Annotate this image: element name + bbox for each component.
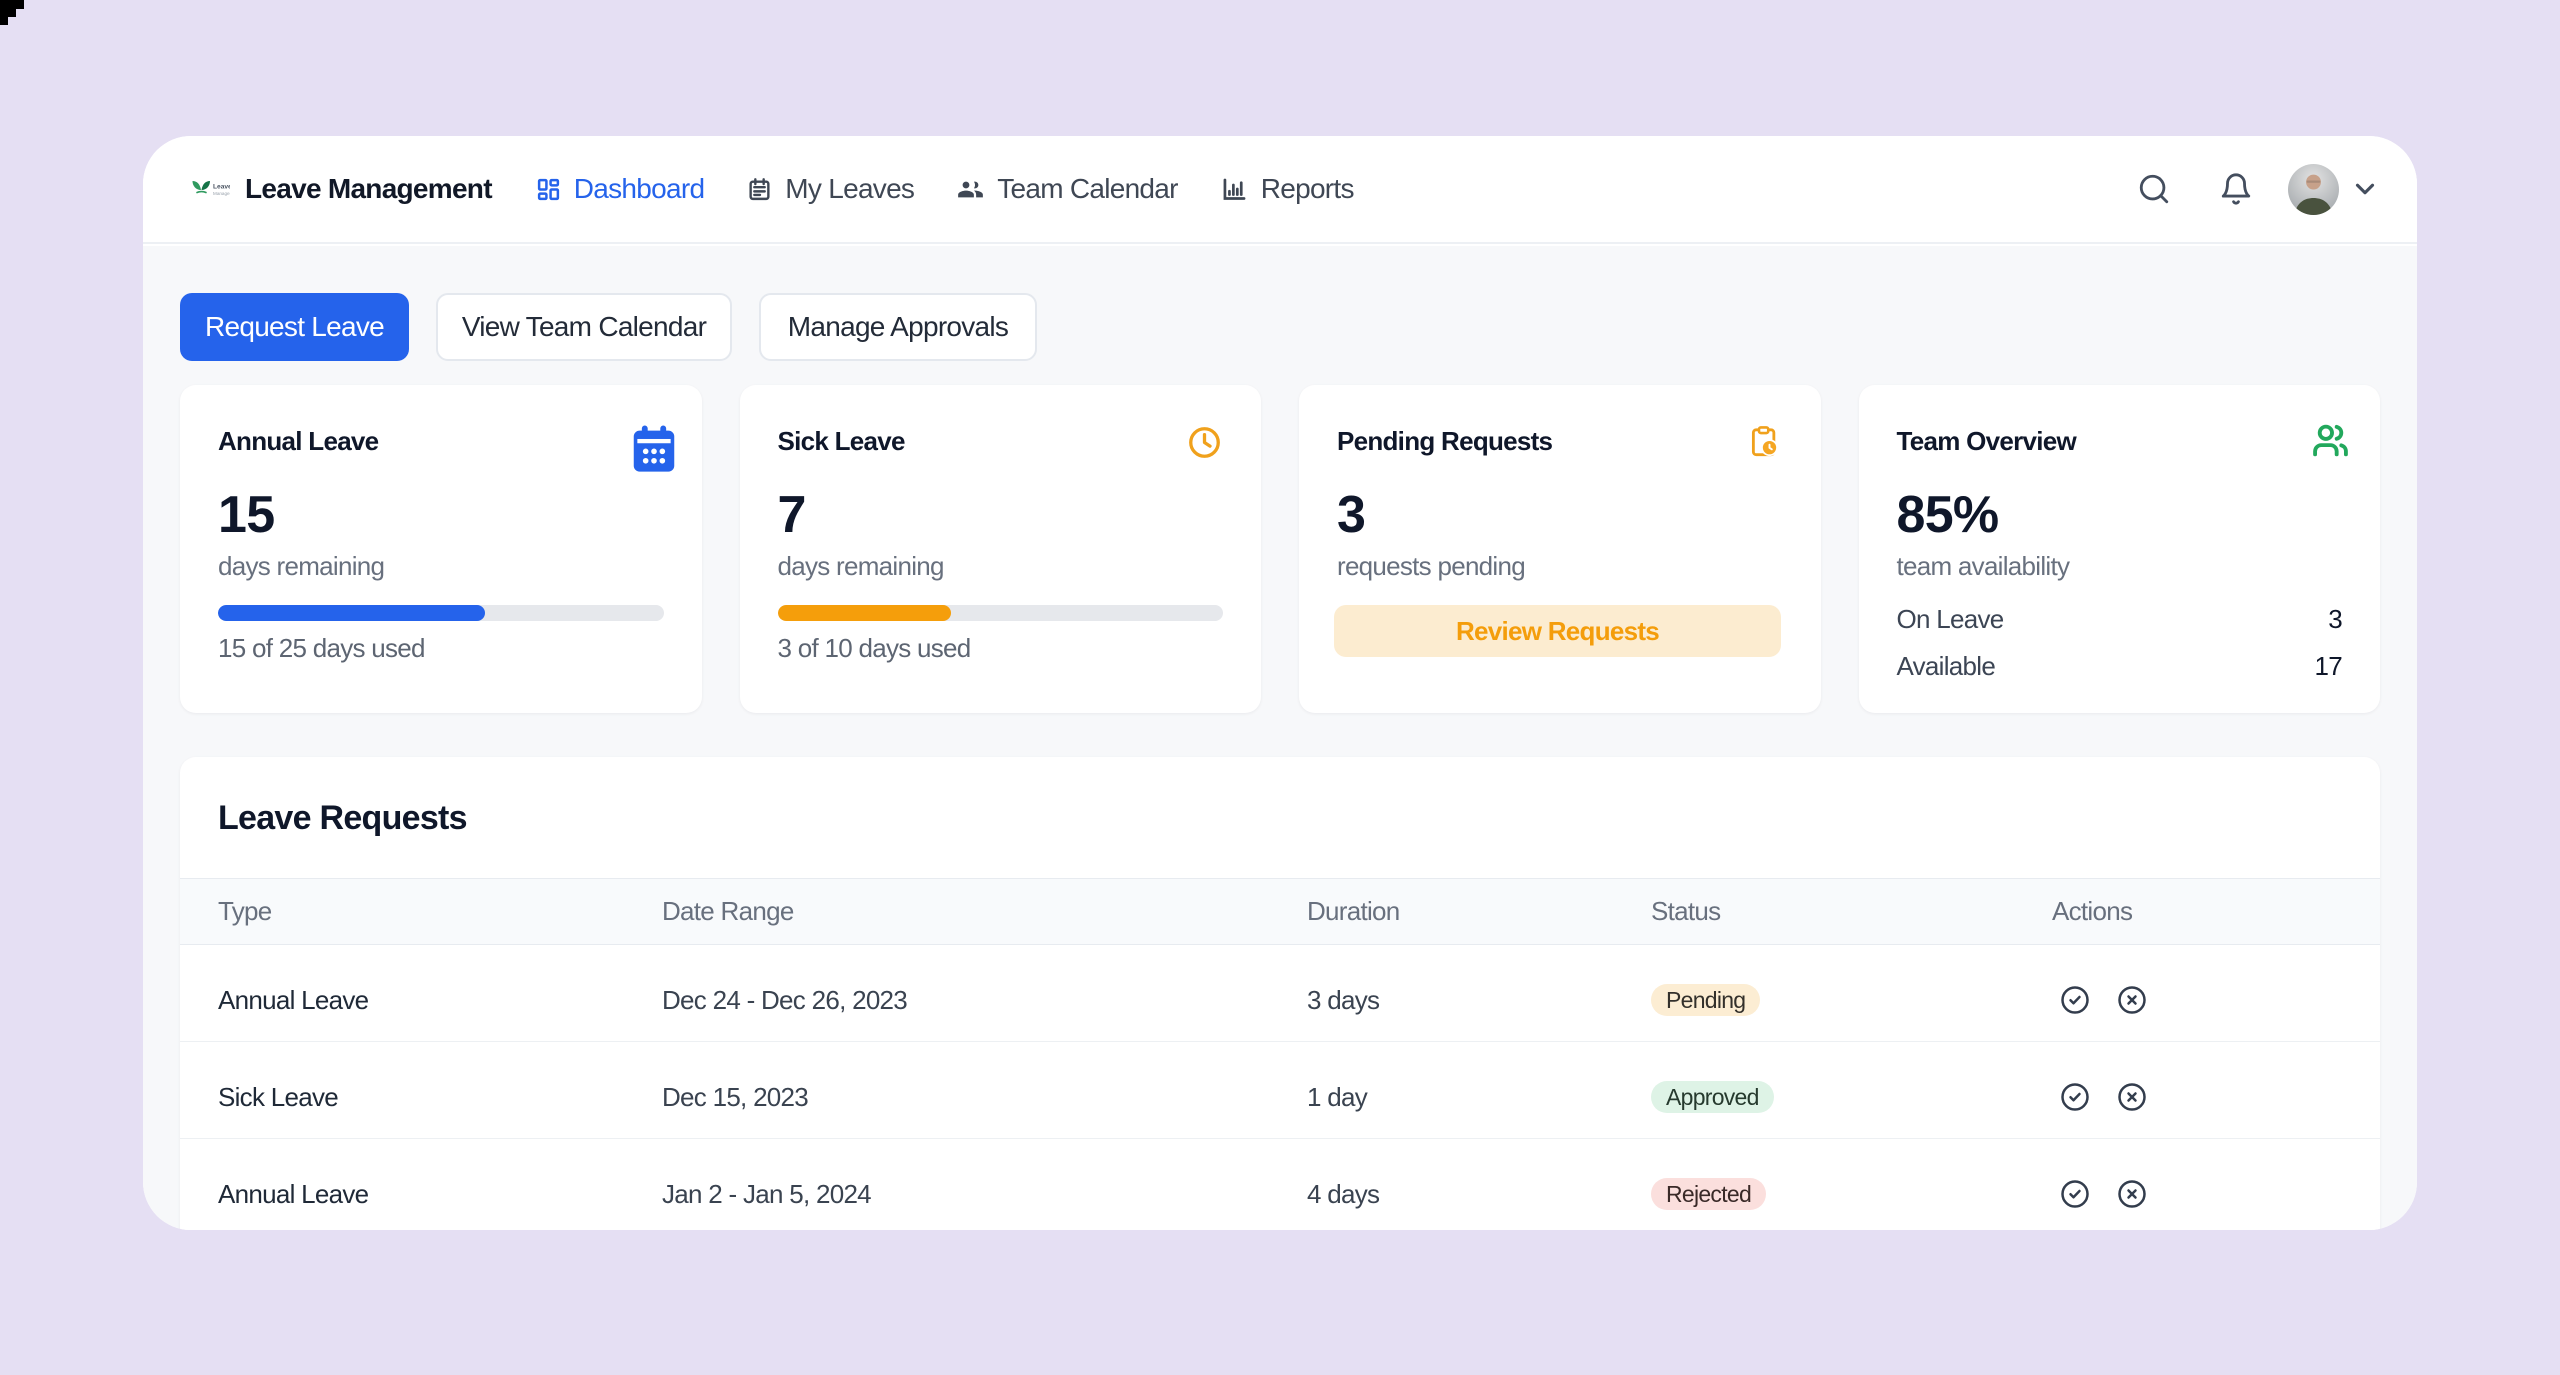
svg-text:Leave: Leave [213,184,230,191]
svg-text:Management: Management [213,191,230,196]
